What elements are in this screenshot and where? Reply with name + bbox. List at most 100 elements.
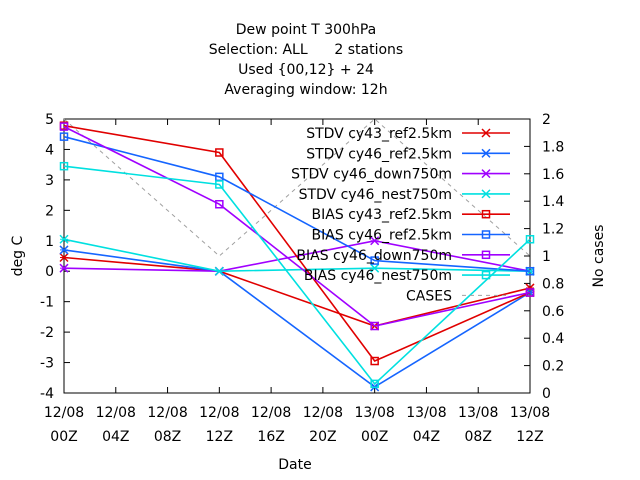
x-tick-label-date: 13/08 <box>406 405 446 421</box>
legend-entry: STDV cy43_ref2.5km <box>306 126 510 142</box>
y-tick-label: 2 <box>45 203 54 219</box>
x-tick-label-hour: 00Z <box>361 429 388 445</box>
legend-entry: CASES <box>406 288 510 304</box>
x-tick-label-date: 12/08 <box>251 405 291 421</box>
data-point <box>370 263 380 273</box>
data-point <box>370 379 379 389</box>
cases-series-line <box>63 118 531 257</box>
x-tick-label-hour: 12Z <box>516 429 543 445</box>
y-axis-label: deg C <box>10 235 26 276</box>
data-point <box>370 356 379 366</box>
x-tick-label-hour: 08Z <box>154 429 181 445</box>
legend-label: STDV cy43_ref2.5km <box>306 126 452 142</box>
y-tick-label: 4 <box>45 142 54 158</box>
x-tick-label-date: 13/08 <box>458 405 498 421</box>
x-tick-label-hour: 04Z <box>102 429 129 445</box>
legend-label: CASES <box>406 288 452 304</box>
data-point <box>59 263 69 273</box>
x-tick-label-hour: 08Z <box>465 429 492 445</box>
series-bias-cy46-nest750m <box>59 161 535 389</box>
legend-marker <box>481 189 491 199</box>
x-axis-label: Date <box>278 457 311 473</box>
legend-entry: BIAS cy46_nest750m <box>304 268 510 284</box>
legend-marker <box>481 270 491 280</box>
y2-axis-label: No cases <box>591 225 607 288</box>
data-point <box>370 256 379 265</box>
legend-entry: BIAS cy46_ref2.5km <box>312 228 510 244</box>
legend-entry: STDV cy46_ref2.5km <box>306 146 510 162</box>
y-tick-label: -1 <box>40 295 54 311</box>
x-tick-label-date: 13/08 <box>510 405 550 421</box>
series-line <box>63 124 531 362</box>
x-tick-label-date: 12/08 <box>96 405 136 421</box>
series-bias-cy46-ref2-5km <box>59 132 535 276</box>
y-tick-label: -2 <box>40 325 54 341</box>
series-layer <box>59 118 535 392</box>
legend-marker <box>481 128 491 138</box>
legend-label: BIAS cy43_ref2.5km <box>312 207 452 223</box>
y-tick-label: 1 <box>45 234 54 250</box>
x-tick-label-hour: 12Z <box>206 429 233 445</box>
legend: STDV cy43_ref2.5km STDV cy46_ref2.5km STDV… <box>291 126 510 304</box>
y-tick-label: -4 <box>40 386 54 402</box>
data-point <box>525 288 535 297</box>
legend-label: BIAS cy46_nest750m <box>304 268 452 284</box>
series-line <box>63 165 531 386</box>
series-line <box>63 256 531 327</box>
data-point <box>59 234 69 244</box>
x-tick-label-date: 13/08 <box>354 405 394 421</box>
legend-entry: STDV cy46_down750m <box>291 167 510 183</box>
legend-entry: BIAS cy43_ref2.5km <box>312 207 510 223</box>
legend-label: STDV cy46_down750m <box>291 167 452 183</box>
legend-entry: BIAS cy46_down750m <box>296 248 510 264</box>
legend-label: BIAS cy46_ref2.5km <box>312 228 452 244</box>
y2-tick-label: 0.2 <box>542 359 564 375</box>
x-tick-label-hour: 04Z <box>413 429 440 445</box>
x-tick-label-date: 12/08 <box>147 405 187 421</box>
x-tick-label-hour: 16Z <box>257 429 284 445</box>
y2-tick-label: 1.4 <box>542 194 564 210</box>
chart-title: Dew point T 300hPa Selection: ALL 2 stat… <box>209 22 403 98</box>
y2-tick-label: 1.6 <box>542 167 564 183</box>
y2-axis-ticks: 0 0.2 0.4 0.6 0.8 1 1.2 1.4 1.6 1.8 2 <box>524 112 564 402</box>
data-point <box>215 199 224 209</box>
series-line <box>63 238 531 273</box>
data-point <box>59 161 69 171</box>
series-line <box>63 135 531 272</box>
series-stdv-cy46-nest750m <box>59 234 535 276</box>
y-tick-label: 5 <box>45 112 54 128</box>
legend-marker <box>481 169 491 179</box>
title-line-1: Dew point T 300hPa <box>236 22 376 38</box>
legend-entry: STDV cy46_nest750m <box>299 187 510 203</box>
data-point <box>525 266 535 276</box>
data-point <box>215 180 224 189</box>
y-tick-label: 0 <box>45 264 54 280</box>
title-line-3: Used {00,12} + 24 <box>238 62 374 78</box>
data-point <box>59 245 69 255</box>
legend-label: BIAS cy46_down750m <box>296 248 452 264</box>
data-point <box>59 252 69 263</box>
y2-tick-label: 1.8 <box>542 139 564 155</box>
y2-tick-label: 0.8 <box>542 276 564 292</box>
y-tick-label: 3 <box>45 173 54 189</box>
x-tick-label-hour: 00Z <box>50 429 77 445</box>
series-line <box>63 125 531 327</box>
series-stdv-cy46-ref2-5km <box>59 245 535 392</box>
legend-marker <box>481 148 491 158</box>
legend-marker <box>481 209 491 219</box>
y2-tick-label: 1 <box>542 249 551 265</box>
x-tick-label-date: 12/08 <box>44 405 84 421</box>
title-line-4: Averaging window: 12h <box>224 82 387 98</box>
series-bias-cy46-down750m <box>59 122 535 331</box>
y2-tick-label: 0.6 <box>542 304 564 320</box>
x-tick-label-date: 12/08 <box>199 405 239 421</box>
y2-tick-label: 1.2 <box>542 222 564 238</box>
data-point <box>525 235 535 244</box>
data-point <box>59 122 69 131</box>
legend-label: STDV cy46_ref2.5km <box>306 146 452 162</box>
x-tick-label-date: 12/08 <box>303 405 343 421</box>
legend-marker <box>481 230 491 239</box>
title-line-2: Selection: ALL 2 stations <box>209 42 403 58</box>
data-point <box>59 132 69 141</box>
